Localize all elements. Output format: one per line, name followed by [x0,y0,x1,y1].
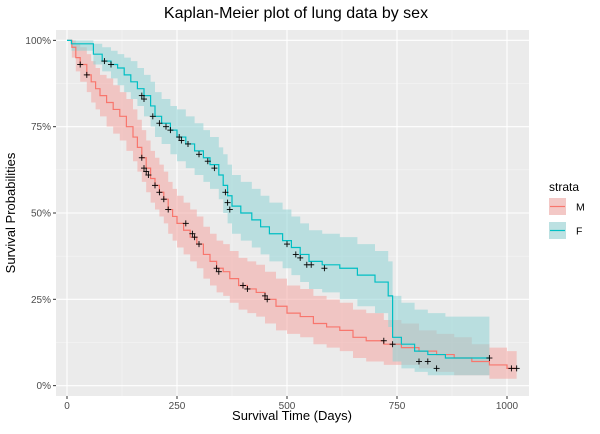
censor-mark-M [160,196,167,203]
censor-mark-M [244,285,251,292]
censor-mark-M [182,220,189,227]
censor-mark-M [196,241,202,248]
censor-mark-F [486,355,493,362]
censor-mark-M [264,296,271,303]
censor-mark-F [167,127,174,134]
axes: 0 250 500 750 1000 0% 25% 50% 75% 100% [25,36,518,412]
censor-mark-F [389,341,396,348]
ci-band-F [67,40,490,376]
censor-mark-M [416,358,422,365]
censor-mark-M [513,365,520,372]
censor-mark-M [433,365,440,372]
censor-mark-F [108,61,114,68]
x-axis-title: Survival Time (Days) [232,408,352,423]
x-tick-label: 0 [64,401,70,412]
censor-mark-F [224,199,231,206]
censor-mark-F [149,113,156,120]
legend-label-M: M [576,202,585,214]
censor-mark-F [321,265,328,272]
censor-mark-F [176,134,183,141]
censor-mark-F [222,189,229,196]
x-tick-label: 1000 [496,401,519,412]
censor-mark-M [262,292,268,299]
censor-mark-M [215,268,222,275]
y-tick-label: 50% [31,209,51,220]
chart-title: Kaplan-Meier plot of lung data by sex [164,5,428,22]
censor-mark-F [380,337,387,344]
censor-mark-F [101,58,108,65]
censor-mark-F [138,92,145,99]
y-tick-label: 100% [25,36,51,47]
censor-mark-F [292,251,299,258]
censor-mark-M [508,365,515,372]
censor-mark-M [240,282,246,289]
x-tick-label: 250 [169,401,186,412]
censor-mark-M [189,230,196,237]
censor-mark-M [83,71,90,78]
y-tick-label: 0% [37,381,52,392]
censor-marks [77,58,520,372]
censor-mark-F [226,206,233,213]
censor-mark-M [138,154,145,161]
confidence-bands [67,40,517,379]
censor-mark-M [152,182,158,189]
censor-mark-F [211,165,218,172]
x-tick-label: 750 [389,401,406,412]
censor-mark-F [163,123,169,130]
censor-mark-F [196,151,202,158]
survival-line-F [67,39,490,359]
censor-mark-M [145,172,152,179]
censor-mark-M [156,189,163,196]
y-axis-title: Survival Probabilities [3,152,18,273]
censor-mark-F [297,254,304,261]
censor-mark-M [141,165,147,172]
censor-mark-M [424,358,431,365]
y-tick-label: 25% [31,295,51,306]
x-tick-label: 500 [279,401,296,412]
censor-mark-F [204,158,211,165]
censor-mark-F [308,261,315,268]
censor-mark-M [213,265,220,272]
censor-mark-M [77,61,84,68]
legend-label-F: F [576,226,582,238]
censor-mark-F [185,140,191,147]
legend: strata MF [549,180,585,239]
censor-mark-M [143,168,150,175]
censor-mark-M [165,206,172,213]
censor-mark-F [284,241,290,248]
legend-title: strata [549,180,579,194]
censor-mark-M [191,234,198,241]
censor-mark-F [141,96,147,103]
censor-mark-F [178,137,185,144]
censor-mark-F [156,120,163,127]
y-tick-label: 75% [31,122,51,133]
